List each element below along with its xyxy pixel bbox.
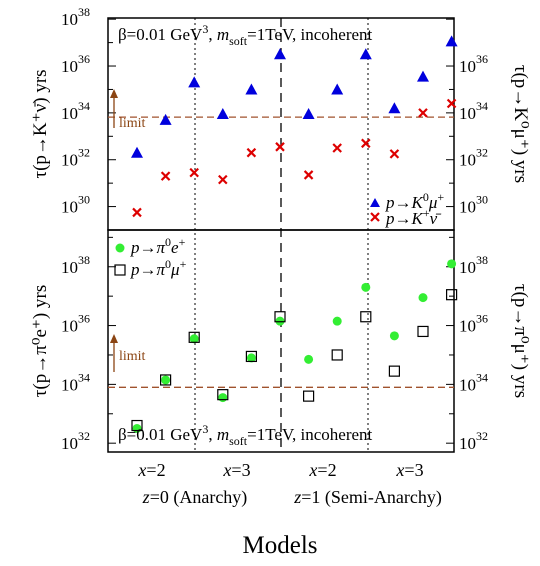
top-left-ylabel: τ(p→K⁺ν̄) yrs <box>30 69 51 178</box>
svg-text:τ(p→K⁺ν̄) yrs: τ(p→K⁺ν̄) yrs <box>30 69 51 178</box>
x-category-2: x=3 <box>222 460 250 480</box>
marker-triangle <box>274 48 286 60</box>
marker-square <box>303 390 315 402</box>
y-tick-label-left: 1034 <box>61 99 90 123</box>
y-tick-label-right: 1032 <box>459 146 488 170</box>
marker-triangle <box>188 76 201 88</box>
y-tick-label-right: 1036 <box>459 52 488 76</box>
marker-triangle <box>445 35 458 47</box>
svg-text:τ(p→π⁰e⁺) yrs: τ(p→π⁰e⁺) yrs <box>30 285 51 397</box>
marker-square <box>331 349 343 361</box>
y-tick-label-right: 1036 <box>459 312 488 336</box>
marker-square <box>388 365 400 377</box>
x-category-3: x=2 <box>308 460 336 480</box>
marker-cross <box>189 167 199 178</box>
legend-entry-kplusnu: p→K+ν̄ <box>385 206 442 228</box>
marker-circle <box>332 316 342 326</box>
y-tick-label-right: 1030 <box>459 193 488 217</box>
marker-triangle <box>131 146 143 158</box>
marker-triangle <box>216 108 229 120</box>
axis-ticks: 1030 1032 1034 1036 1038 1030 1032 1034 1036 1032… <box>61 5 488 453</box>
y-tick-label-left: 1036 <box>61 312 90 336</box>
marker-square <box>131 419 143 432</box>
marker-square <box>274 311 286 323</box>
marker-triangle <box>159 113 172 125</box>
y-tick-label-right: 1034 <box>459 370 488 394</box>
y-tick-label-left: 1034 <box>61 370 90 394</box>
marker-square <box>446 289 458 301</box>
y-tick-label-right: 1038 <box>459 253 488 277</box>
marker-circle <box>447 259 457 269</box>
group-separators <box>194 18 369 452</box>
y-tick-label-left: 1030 <box>61 193 90 217</box>
bottom-annotation: β=0.01 GeV3, msoft=1TeV, incoherent <box>118 422 373 448</box>
marker-cross <box>303 170 314 180</box>
marker-circle <box>304 354 314 364</box>
svg-text:τ(p→K⁰μ⁺) yrs: τ(p→K⁰μ⁺) yrs <box>510 65 531 183</box>
bottom-legend: p→π0e+ p→π0μ+ <box>114 235 187 279</box>
marker-cross <box>332 143 342 153</box>
marker-cross <box>132 207 142 218</box>
legend-entry-k0mu: p→K0μ+ <box>385 190 444 212</box>
marker-cross <box>160 171 171 181</box>
marker-cross <box>246 147 257 158</box>
marker-circle <box>161 375 171 385</box>
marker-triangle <box>388 102 401 114</box>
x-group-semi-anarchy: z=1 (Semi-Anarchy) <box>293 487 442 508</box>
y-tick-label-left: 1038 <box>61 253 90 277</box>
marker-square <box>217 389 229 401</box>
legend-triangle-marker <box>370 198 380 207</box>
y-tick-label-left: 1038 <box>61 5 90 29</box>
marker-cross <box>218 174 228 185</box>
y-tick-label-left: 1032 <box>61 146 90 170</box>
x-category-1: x=2 <box>137 460 165 480</box>
y-tick-label-right: 1034 <box>459 99 488 123</box>
marker-square <box>160 374 172 386</box>
top-right-ylabel: τ(p→K⁰μ⁺) yrs <box>510 65 531 183</box>
legend-cross-marker <box>370 212 380 222</box>
x-group-anarchy: z=0 (Anarchy) <box>142 487 248 508</box>
bottom-left-ylabel: τ(p→π⁰e⁺) yrs <box>30 285 51 397</box>
y-tick-label-left: 1032 <box>61 429 90 453</box>
legend-circle-marker <box>115 243 125 253</box>
top-legend: p→K0μ+ p→K+ν̄ <box>370 190 444 228</box>
marker-cross <box>446 98 457 109</box>
marker-square <box>245 350 257 363</box>
x-axis-title: Models <box>243 532 318 559</box>
marker-triangle <box>331 83 344 95</box>
x-category-4: x=3 <box>395 460 423 480</box>
top-limit-arrow <box>110 89 118 128</box>
bottom-limit-label: limit <box>119 349 146 364</box>
marker-circle <box>418 293 428 303</box>
data-markers <box>131 35 458 433</box>
bottom-right-ylabel: τ(p→π⁰μ⁺) yrs <box>510 284 531 398</box>
y-tick-label-right: 1032 <box>459 429 488 453</box>
bottom-limit-arrow <box>110 334 118 372</box>
marker-circle <box>218 393 228 403</box>
marker-circle <box>361 282 371 292</box>
marker-cross <box>418 108 428 118</box>
top-annotation: β=0.01 GeV3, msoft=1TeV, incoherent <box>118 22 373 48</box>
legend-entry-pi0e: p→π0e+ <box>130 235 186 257</box>
marker-square <box>360 311 372 323</box>
marker-square <box>188 331 200 343</box>
legend-entry-pi0mu: p→π0μ+ <box>130 257 187 279</box>
marker-circle <box>389 331 399 341</box>
marker-circle <box>246 353 256 363</box>
marker-triangle <box>417 70 429 82</box>
legend-square-marker <box>114 264 126 276</box>
y-tick-label-left: 1036 <box>61 52 90 76</box>
svg-text:τ(p→π⁰μ⁺) yrs: τ(p→π⁰μ⁺) yrs <box>510 284 531 398</box>
marker-cross <box>361 138 371 149</box>
marker-cross <box>389 149 400 159</box>
marker-square <box>417 325 429 338</box>
marker-triangle <box>302 108 315 120</box>
marker-circle <box>189 334 199 344</box>
top-limit-label: limit <box>119 116 146 131</box>
marker-cross <box>275 142 285 152</box>
marker-triangle <box>245 83 258 95</box>
marker-triangle <box>359 48 372 60</box>
